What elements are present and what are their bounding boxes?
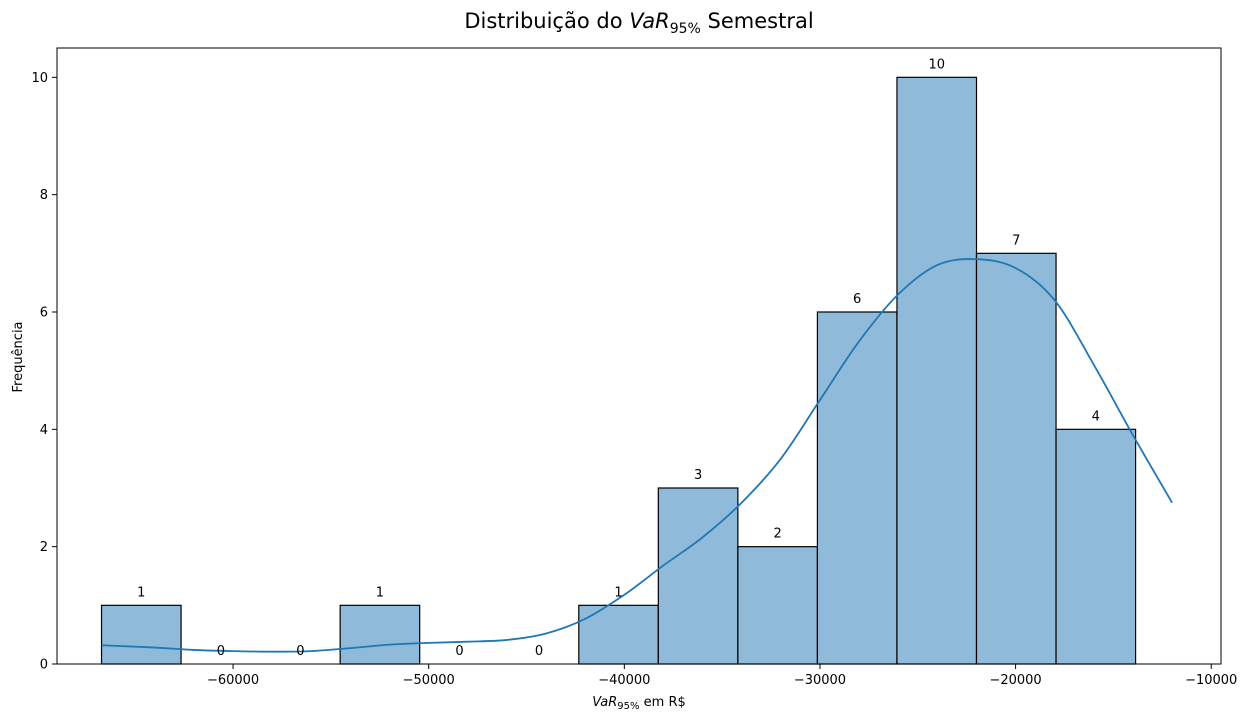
x-axis-label: VaR95% em R$ xyxy=(592,695,686,712)
y-tick-label: 4 xyxy=(40,423,48,438)
y-axis-label: Frequência xyxy=(11,321,26,392)
bar-count-label: 0 xyxy=(217,644,225,659)
bar-count-label: 1 xyxy=(137,585,145,600)
y-tick-label: 0 xyxy=(40,658,48,673)
x-axis-ticks: −60000 −50000 −40000 −30000 −20000 −10000 xyxy=(207,664,1237,688)
x-tick-label: −20000 xyxy=(989,673,1041,688)
bar-count-label: 0 xyxy=(296,644,304,659)
y-tick-label: 6 xyxy=(40,306,48,321)
x-axis-label-var: VaR xyxy=(592,695,617,710)
bar-count-label: 2 xyxy=(774,527,782,542)
histogram-bar xyxy=(737,546,819,665)
kde-group xyxy=(101,258,1173,653)
chart-title-suffix: Semestral xyxy=(701,9,814,33)
x-tick-label: −40000 xyxy=(598,673,650,688)
histogram-bar xyxy=(896,76,978,665)
histogram-bar xyxy=(816,311,898,665)
bar-count-label: 7 xyxy=(1012,233,1020,248)
histogram-bar xyxy=(578,604,659,665)
bar-count-label: 0 xyxy=(535,644,543,659)
histogram-bar xyxy=(975,252,1057,665)
bar-count-label: 1 xyxy=(614,585,622,600)
x-tick-label: −10000 xyxy=(1185,673,1237,688)
bar-count-label: 0 xyxy=(455,644,463,659)
y-tick-label: 10 xyxy=(31,71,48,86)
histogram-bar xyxy=(100,604,182,665)
chart-title-var: VaR xyxy=(629,9,669,33)
histogram-bar xyxy=(1055,428,1137,665)
x-tick-label: −60000 xyxy=(207,673,259,688)
bar-count-label: 1 xyxy=(376,585,384,600)
bar-count-label: 10 xyxy=(928,57,945,72)
bar-count-label: 6 xyxy=(853,292,861,307)
histogram-bar xyxy=(339,604,421,665)
y-tick-label: 8 xyxy=(40,188,48,203)
chart-title: Distribuição do VaR95% Semestral xyxy=(464,9,813,37)
x-tick-label: −50000 xyxy=(403,673,455,688)
x-tick-label: −30000 xyxy=(794,673,846,688)
histogram-bar xyxy=(657,487,739,665)
y-tick-label: 2 xyxy=(40,540,48,555)
kde-line xyxy=(101,258,1173,653)
chart-title-sub: 95% xyxy=(670,21,701,37)
bar-count-label: 3 xyxy=(694,468,702,483)
y-axis-ticks: 0 2 4 6 8 10 xyxy=(31,71,57,673)
chart-title-prefix: Distribuição do xyxy=(464,9,629,33)
bar-count-label: 4 xyxy=(1092,409,1100,424)
plot-frame xyxy=(56,47,1222,665)
x-axis-label-sub: 95% xyxy=(617,701,639,712)
x-axis-label-suffix: em R$ xyxy=(640,695,686,710)
bars-group xyxy=(100,76,1137,665)
